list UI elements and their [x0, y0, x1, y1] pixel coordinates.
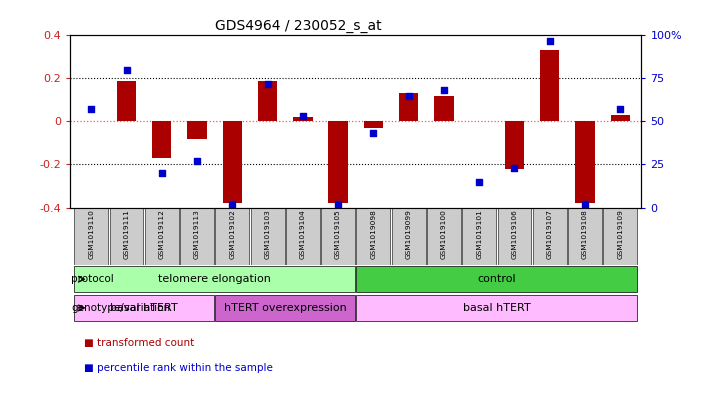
- Point: [403, 92, 414, 99]
- Point: [438, 87, 449, 94]
- Bar: [505, 121, 524, 169]
- Bar: [392, 208, 426, 265]
- Text: GSM1019101: GSM1019101: [476, 209, 482, 259]
- Text: GSM1019099: GSM1019099: [406, 209, 411, 259]
- Text: GSM1019110: GSM1019110: [88, 209, 94, 259]
- Point: [156, 170, 168, 176]
- Text: GSM1019106: GSM1019106: [512, 209, 517, 259]
- Point: [474, 178, 485, 185]
- Bar: [152, 121, 172, 158]
- Point: [509, 165, 520, 171]
- Bar: [434, 95, 454, 121]
- Point: [332, 201, 343, 207]
- Bar: [611, 115, 630, 121]
- Bar: [329, 121, 348, 203]
- Bar: [576, 121, 594, 203]
- Text: genotype/variation: genotype/variation: [72, 303, 170, 313]
- Bar: [74, 208, 108, 265]
- Text: GSM1019105: GSM1019105: [335, 209, 341, 259]
- Text: ■ transformed count: ■ transformed count: [84, 338, 194, 348]
- Point: [580, 201, 591, 207]
- Bar: [215, 295, 355, 321]
- Text: basal hTERT: basal hTERT: [463, 303, 531, 313]
- Point: [297, 113, 308, 119]
- Point: [262, 81, 273, 87]
- Bar: [109, 208, 144, 265]
- Text: GSM1019107: GSM1019107: [547, 209, 552, 259]
- Bar: [399, 94, 418, 121]
- Text: control: control: [477, 274, 516, 284]
- Bar: [462, 208, 496, 265]
- Text: basal hTERT: basal hTERT: [110, 303, 178, 313]
- Point: [121, 67, 132, 73]
- Bar: [180, 208, 214, 265]
- Text: GSM1019100: GSM1019100: [441, 209, 447, 259]
- Bar: [223, 121, 242, 203]
- Bar: [187, 121, 207, 139]
- Point: [191, 158, 203, 164]
- Text: GSM1019112: GSM1019112: [159, 209, 165, 259]
- Bar: [293, 117, 313, 121]
- Bar: [533, 208, 566, 265]
- Bar: [74, 295, 214, 321]
- Bar: [568, 208, 602, 265]
- Bar: [321, 208, 355, 265]
- Point: [86, 106, 97, 112]
- Text: telomere elongation: telomere elongation: [158, 274, 271, 284]
- Bar: [286, 208, 320, 265]
- Point: [544, 37, 555, 44]
- Bar: [364, 121, 383, 128]
- Text: GSM1019102: GSM1019102: [229, 209, 236, 259]
- Point: [615, 106, 626, 112]
- Bar: [258, 81, 278, 121]
- Point: [226, 201, 238, 207]
- Bar: [357, 295, 637, 321]
- Text: GSM1019098: GSM1019098: [370, 209, 376, 259]
- Bar: [215, 208, 250, 265]
- Text: GSM1019103: GSM1019103: [264, 209, 271, 259]
- Bar: [604, 208, 637, 265]
- Text: protocol: protocol: [72, 274, 114, 284]
- Text: GSM1019113: GSM1019113: [194, 209, 200, 259]
- Title: GDS4964 / 230052_s_at: GDS4964 / 230052_s_at: [215, 19, 382, 33]
- Text: GSM1019111: GSM1019111: [123, 209, 130, 259]
- Text: ■ percentile rank within the sample: ■ percentile rank within the sample: [84, 364, 273, 373]
- Text: GSM1019104: GSM1019104: [300, 209, 306, 259]
- Bar: [357, 266, 637, 292]
- Point: [368, 130, 379, 137]
- Bar: [251, 208, 285, 265]
- Bar: [427, 208, 461, 265]
- Text: GSM1019109: GSM1019109: [618, 209, 623, 259]
- Bar: [357, 208, 390, 265]
- Text: hTERT overexpression: hTERT overexpression: [224, 303, 346, 313]
- Bar: [540, 50, 559, 121]
- Bar: [117, 81, 136, 121]
- Bar: [145, 208, 179, 265]
- Bar: [74, 266, 355, 292]
- Text: GSM1019108: GSM1019108: [582, 209, 588, 259]
- Bar: [498, 208, 531, 265]
